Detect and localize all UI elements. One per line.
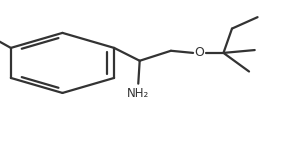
Text: O: O — [194, 46, 204, 59]
Text: NH₂: NH₂ — [127, 87, 149, 100]
